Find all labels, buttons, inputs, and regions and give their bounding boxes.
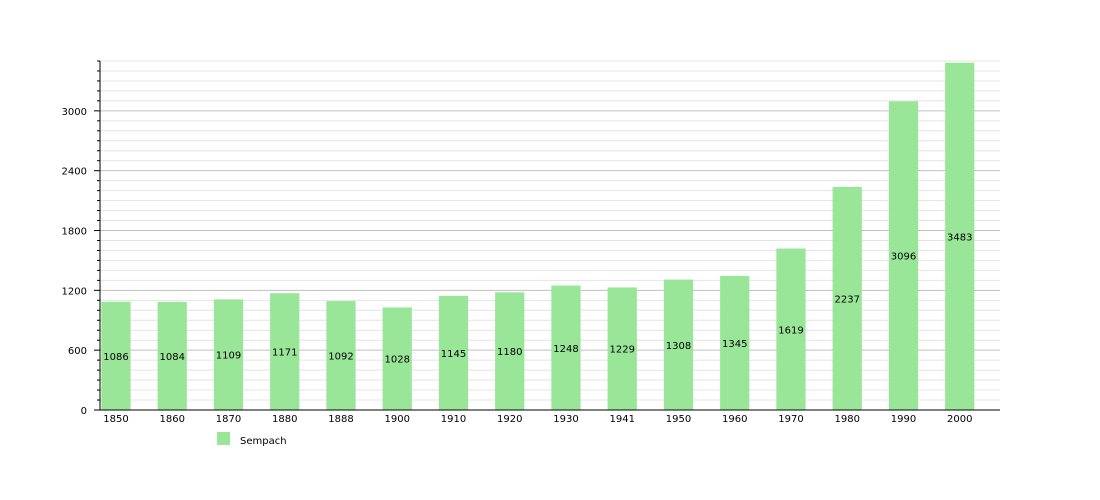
x-tick-label-1920: 1920 [497,414,522,425]
y-tick-label: 600 [68,346,87,357]
bar-1920 [495,292,525,410]
y-tick-label: 3000 [62,107,87,118]
x-tick-label-1850: 1850 [103,414,128,425]
y-tick-label: 1200 [62,286,87,297]
bar-value-label-1960: 1345 [722,339,747,350]
bar-1930 [551,285,581,410]
bar-2000 [945,62,975,411]
legend: Sempach [217,432,287,447]
bar-value-label-1910: 1145 [441,349,466,360]
bar-value-label-1990: 3096 [891,252,916,263]
bar-1888 [326,301,356,410]
bar-value-label-2000: 3483 [947,232,972,243]
x-tick-label-1930: 1930 [553,414,578,425]
bar-1950 [663,279,694,410]
bar-1900 [382,307,412,410]
x-tick-label-1970: 1970 [778,414,803,425]
y-tick-label: 2400 [62,167,87,178]
bar-value-label-1941: 1229 [609,345,634,356]
x-tick-label-1910: 1910 [441,414,466,425]
bar-1980 [832,186,862,410]
bar-1870 [213,299,244,410]
bar-value-label-1900: 1028 [384,355,409,366]
bar-value-label-1870: 1109 [216,351,241,362]
x-tick-label-1860: 1860 [159,414,184,425]
y-tick-label: 0 [81,406,87,417]
x-tick-label-1888: 1888 [328,414,353,425]
bar-value-label-1980: 2237 [834,294,859,305]
y-axis-tick-labels: 0 600 1200 1800 2400 3000 [62,107,87,417]
x-tick-label-1950: 1950 [666,414,691,425]
bar-1880 [270,293,300,410]
bar-value-label-1970: 1619 [778,325,803,336]
x-tick-label-1960: 1960 [722,414,747,425]
x-tick-label-2000: 2000 [947,414,972,425]
bar-1910 [438,295,469,410]
bar-value-label-1920: 1180 [497,347,522,358]
bar-value-label-1888: 1092 [328,352,353,363]
bar-1990 [888,101,919,410]
legend-label-sempach: Sempach [240,436,287,447]
x-tick-label-1900: 1900 [384,414,409,425]
x-tick-label-1870: 1870 [216,414,241,425]
y-tick-label: 1800 [62,227,87,238]
bar-1860 [157,301,187,410]
bar-value-label-1880: 1171 [272,348,297,359]
legend-swatch-sempach [217,432,230,445]
x-axis-tick-labels: 1850 1860 1870 1880 1888 1900 1910 1920 1930 1941… [103,414,972,425]
bar-value-labels: 1086 1084 1109 1171 1092 1028 1145 1180 1248 1229… [103,232,972,365]
x-tick-label-1990: 1990 [891,414,916,425]
bar-value-label-1930: 1248 [553,344,578,355]
bar-value-label-1860: 1084 [159,352,184,363]
axes [94,60,1000,411]
bar-1970 [776,248,806,410]
x-tick-label-1980: 1980 [834,414,859,425]
bar-1850 [101,301,131,410]
x-tick-label-1941: 1941 [609,414,634,425]
bars [101,62,975,411]
x-tick-label-1880: 1880 [272,414,297,425]
bar-value-label-1850: 1086 [103,352,128,363]
bar-1960 [720,275,750,410]
bar-1941 [607,287,637,410]
bar-value-label-1950: 1308 [666,341,691,352]
